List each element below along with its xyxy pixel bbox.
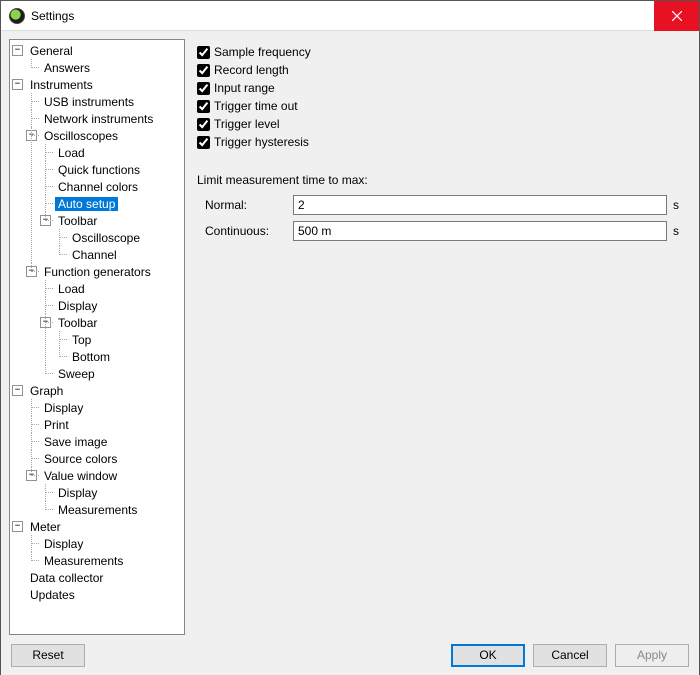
content-area: −General Answers −Instruments USB instru… xyxy=(1,31,699,635)
check-input-range[interactable] xyxy=(197,82,210,95)
tree-fg-tb-top[interactable]: Top xyxy=(69,333,94,347)
tree-usb-instruments[interactable]: USB instruments xyxy=(41,95,137,109)
expand-icon[interactable]: − xyxy=(12,45,23,56)
tree-graph[interactable]: Graph xyxy=(27,384,66,398)
tree-m-display[interactable]: Display xyxy=(41,537,86,551)
footer: Reset OK Cancel Apply xyxy=(1,635,699,675)
tree-osc-quick[interactable]: Quick functions xyxy=(55,163,143,177)
tree-g-vw-meas[interactable]: Measurements xyxy=(55,503,140,517)
tree-g-valwin[interactable]: Value window xyxy=(41,469,120,483)
label-trig-level: Trigger level xyxy=(214,117,280,131)
label-input-range: Input range xyxy=(214,81,275,95)
tree-network-instruments[interactable]: Network instruments xyxy=(41,112,156,126)
expand-icon[interactable]: − xyxy=(12,521,23,532)
continuous-input[interactable] xyxy=(293,221,667,241)
check-trig-hyst[interactable] xyxy=(197,136,210,149)
expand-icon[interactable]: − xyxy=(12,385,23,396)
tree-instruments[interactable]: Instruments xyxy=(27,78,96,92)
tree-m-meas[interactable]: Measurements xyxy=(41,554,126,568)
tree-fg-load[interactable]: Load xyxy=(55,282,88,296)
tree-fg-sweep[interactable]: Sweep xyxy=(55,367,98,381)
tree-general[interactable]: General xyxy=(27,44,76,58)
tree-osc-auto-setup[interactable]: Auto setup xyxy=(55,197,118,211)
check-record-len[interactable] xyxy=(197,64,210,77)
tree-osc-tb-osc[interactable]: Oscilloscope xyxy=(69,231,143,245)
label-record-len: Record length xyxy=(214,63,289,77)
window-title: Settings xyxy=(31,9,74,23)
close-icon xyxy=(672,11,682,21)
tree-func-gen[interactable]: Function generators xyxy=(41,265,154,279)
continuous-unit: s xyxy=(667,224,685,238)
tree-osc-colors[interactable]: Channel colors xyxy=(55,180,141,194)
tree-oscilloscopes[interactable]: Oscilloscopes xyxy=(41,129,121,143)
normal-label: Normal: xyxy=(197,198,293,212)
close-button[interactable] xyxy=(654,1,699,31)
tree-updates[interactable]: Updates xyxy=(27,588,78,602)
app-icon xyxy=(9,8,25,24)
tree-g-display[interactable]: Display xyxy=(41,401,86,415)
expand-icon[interactable]: − xyxy=(26,130,37,141)
continuous-label: Continuous: xyxy=(197,224,293,238)
tree-meter[interactable]: Meter xyxy=(27,520,64,534)
tree-g-colors[interactable]: Source colors xyxy=(41,452,120,466)
check-trig-level[interactable] xyxy=(197,118,210,131)
tree-g-save[interactable]: Save image xyxy=(41,435,110,449)
label-sample-freq: Sample frequency xyxy=(214,45,311,59)
main-panel: Sample frequency Record length Input ran… xyxy=(191,39,691,635)
tree-g-print[interactable]: Print xyxy=(41,418,72,432)
expand-icon[interactable]: − xyxy=(12,79,23,90)
expand-icon[interactable]: − xyxy=(40,317,51,328)
reset-button[interactable]: Reset xyxy=(11,644,85,667)
tree-data-collector[interactable]: Data collector xyxy=(27,571,106,585)
check-trig-timeout[interactable] xyxy=(197,100,210,113)
tree-osc-tb-ch[interactable]: Channel xyxy=(69,248,120,262)
expand-icon[interactable]: − xyxy=(26,266,37,277)
tree-fg-tb-bottom[interactable]: Bottom xyxy=(69,350,113,364)
tree-g-vw-display[interactable]: Display xyxy=(55,486,100,500)
titlebar: Settings xyxy=(1,1,699,31)
ok-button[interactable]: OK xyxy=(451,644,525,667)
check-sample-freq[interactable] xyxy=(197,46,210,59)
normal-input[interactable] xyxy=(293,195,667,215)
tree-osc-toolbar[interactable]: Toolbar xyxy=(55,214,100,228)
label-trig-timeout: Trigger time out xyxy=(214,99,298,113)
expand-icon[interactable]: − xyxy=(26,470,37,481)
apply-button[interactable]: Apply xyxy=(615,644,689,667)
tree-answers[interactable]: Answers xyxy=(41,61,93,75)
tree-fg-display[interactable]: Display xyxy=(55,299,100,313)
label-trig-hyst: Trigger hysteresis xyxy=(214,135,309,149)
tree-fg-toolbar[interactable]: Toolbar xyxy=(55,316,100,330)
normal-unit: s xyxy=(667,198,685,212)
tree-osc-load[interactable]: Load xyxy=(55,146,88,160)
cancel-button[interactable]: Cancel xyxy=(533,644,607,667)
expand-icon[interactable]: − xyxy=(40,215,51,226)
limit-section-label: Limit measurement time to max: xyxy=(197,173,685,187)
settings-tree: −General Answers −Instruments USB instru… xyxy=(9,39,185,635)
